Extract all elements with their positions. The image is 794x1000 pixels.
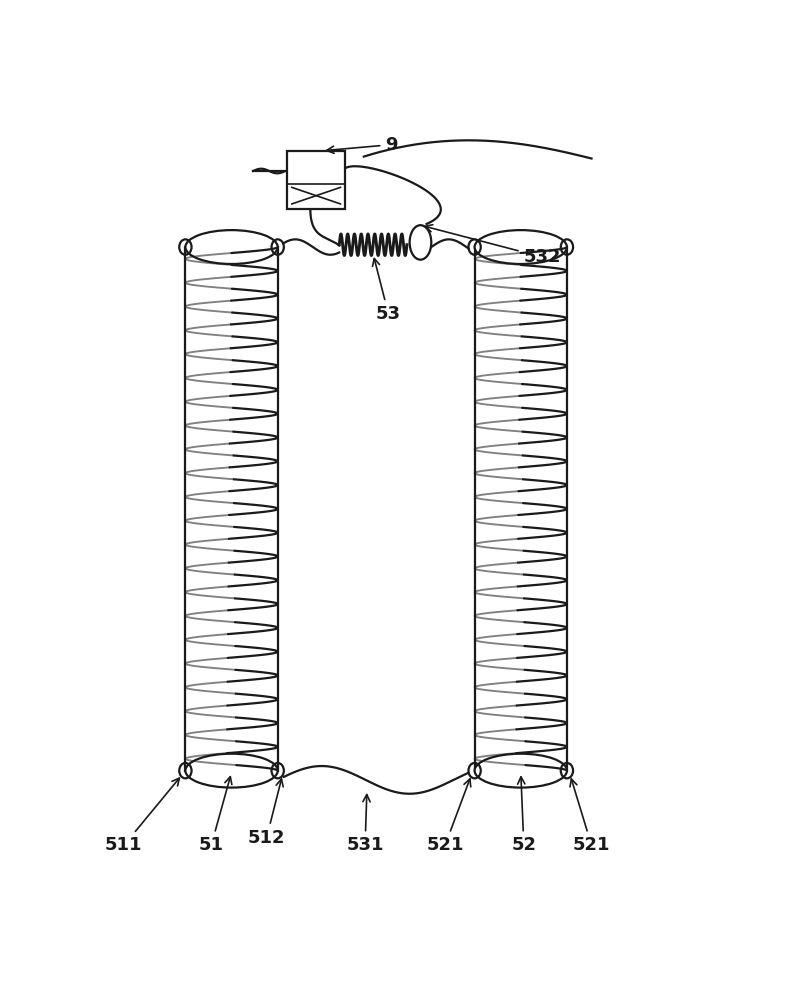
Circle shape <box>415 236 426 249</box>
Ellipse shape <box>185 230 278 264</box>
Text: 532: 532 <box>425 225 561 266</box>
Text: 512: 512 <box>248 779 285 847</box>
Text: 521: 521 <box>426 779 471 854</box>
Text: 51: 51 <box>198 777 232 854</box>
Ellipse shape <box>185 754 278 788</box>
Ellipse shape <box>475 754 567 788</box>
Text: 511: 511 <box>105 778 179 854</box>
Text: 521: 521 <box>570 779 611 854</box>
Text: 9: 9 <box>326 136 398 154</box>
Ellipse shape <box>410 225 431 260</box>
Bar <box>287 151 345 209</box>
Polygon shape <box>475 247 567 771</box>
Text: 531: 531 <box>346 795 384 854</box>
Text: 53: 53 <box>372 258 401 323</box>
Polygon shape <box>185 247 278 771</box>
Text: 52: 52 <box>511 777 536 854</box>
Ellipse shape <box>475 230 567 264</box>
